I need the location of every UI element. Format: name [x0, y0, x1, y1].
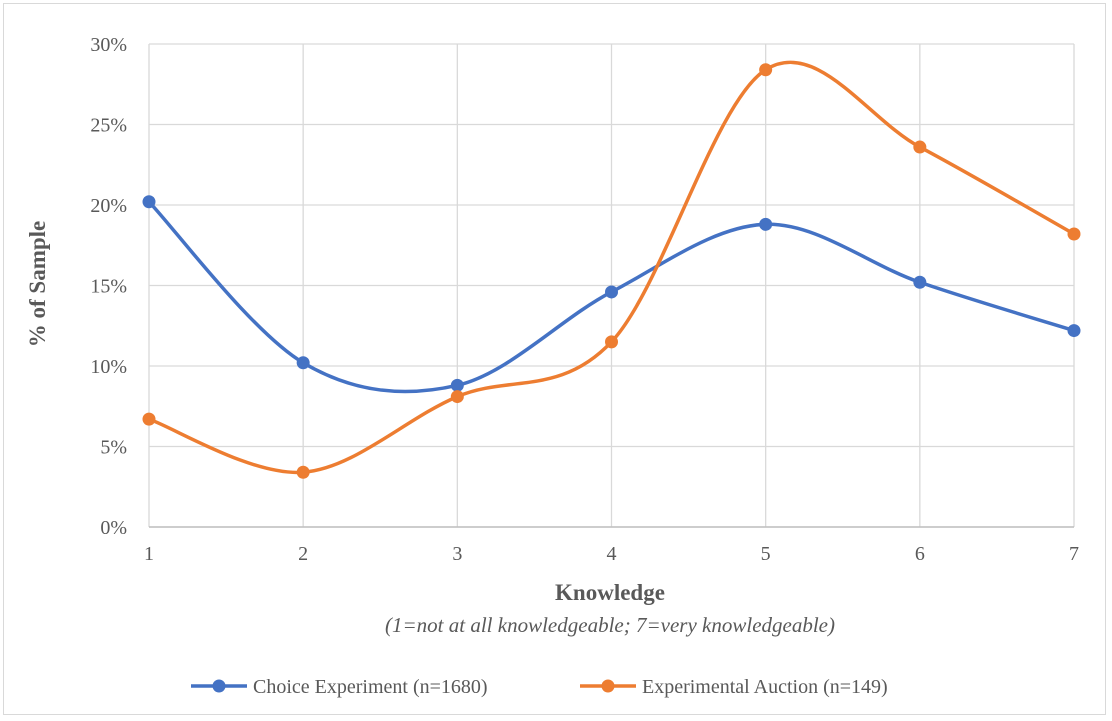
x-axis-title: Knowledge: [555, 580, 665, 605]
data-point-series-1: [142, 195, 156, 209]
x-tick-label: 6: [915, 543, 925, 565]
data-point-series-1: [450, 378, 464, 392]
data-point-series-1: [913, 275, 927, 289]
data-point-series-2: [142, 412, 156, 426]
legend-marker-2: [601, 679, 615, 693]
x-tick-label: 1: [144, 543, 154, 565]
y-tick-label: 25%: [90, 115, 127, 137]
legend-label-2: Experimental Auction (n=149): [642, 676, 888, 698]
x-tick-label: 4: [607, 543, 617, 565]
data-point-series-2: [913, 140, 927, 154]
series-points: [142, 63, 1081, 479]
legend-marker-1: [212, 679, 226, 693]
data-point-series-2: [1067, 227, 1081, 241]
y-tick-label: 15%: [90, 276, 127, 298]
y-tick-label: 30%: [90, 34, 127, 56]
data-point-series-2: [759, 63, 773, 77]
y-tick-labels: 0% 5% 10% 15% 20% 25% 30%: [90, 34, 127, 539]
x-tick-label: 5: [761, 543, 771, 565]
data-point-series-2: [605, 335, 618, 349]
x-tick-labels: 1 2 3 4 5 6 7: [144, 543, 1079, 565]
data-point-series-1: [296, 356, 310, 370]
legend-label-1: Choice Experiment (n=1680): [253, 676, 488, 698]
y-tick-label: 5%: [100, 437, 127, 459]
x-tick-label: 2: [298, 543, 308, 565]
data-point-series-1: [759, 217, 773, 231]
y-tick-label: 10%: [90, 356, 127, 378]
data-point-series-1: [605, 285, 618, 299]
data-point-series-1: [1067, 324, 1081, 338]
data-point-series-2: [450, 390, 464, 404]
x-axis-subtitle: (1=not at all knowledgeable; 7=very know…: [385, 613, 835, 637]
y-tick-label: 20%: [90, 195, 127, 217]
data-point-series-2: [296, 465, 310, 479]
x-tick-label: 3: [452, 543, 462, 565]
y-axis-title: % of Sample: [25, 221, 50, 348]
legend: Choice Experiment (n=1680) Experimental A…: [191, 676, 888, 698]
x-tick-label: 7: [1069, 543, 1079, 565]
y-tick-label: 0%: [100, 517, 127, 539]
